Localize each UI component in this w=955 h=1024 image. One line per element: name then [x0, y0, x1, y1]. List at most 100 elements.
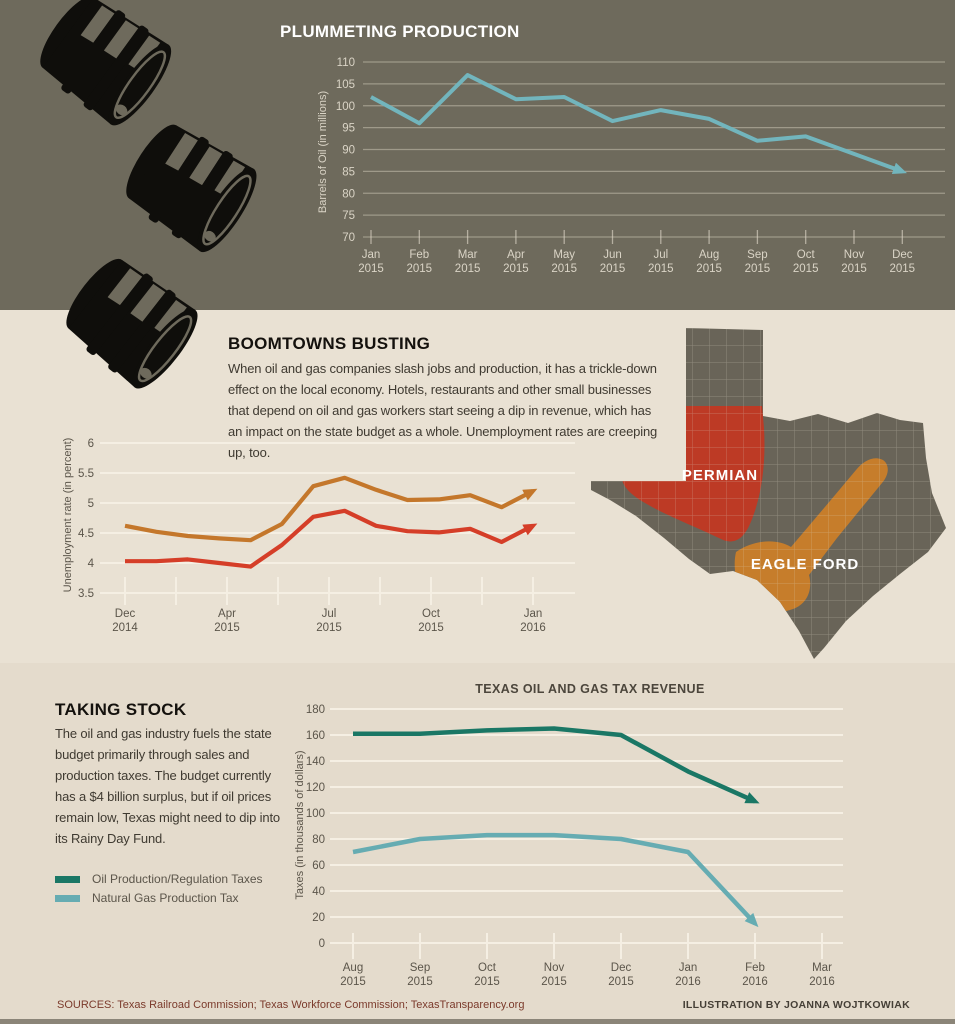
svg-text:Jan: Jan [679, 962, 698, 974]
svg-text:Oct: Oct [478, 962, 497, 974]
svg-text:2015: 2015 [418, 622, 444, 634]
svg-text:Oct: Oct [422, 608, 441, 620]
svg-text:Dec: Dec [115, 608, 136, 620]
footer-credit: ILLUSTRATION BY JOANNA WOJTKOWIAK [682, 999, 910, 1011]
svg-text:Sep: Sep [410, 962, 430, 974]
svg-text:2015: 2015 [745, 263, 771, 275]
section-taking-stock [0, 663, 955, 1024]
svg-text:20: 20 [312, 912, 325, 924]
svg-text:Jul: Jul [322, 608, 337, 620]
svg-text:Mar: Mar [812, 962, 832, 974]
svg-text:4.5: 4.5 [78, 528, 94, 540]
svg-text:2016: 2016 [675, 976, 701, 988]
svg-text:90: 90 [342, 145, 355, 157]
boomtowns-paragraph: When oil and gas companies slash jobs an… [228, 361, 658, 461]
svg-text:Jan: Jan [362, 249, 381, 261]
svg-text:2015: 2015 [316, 622, 342, 634]
svg-text:105: 105 [336, 79, 355, 91]
svg-text:0: 0 [319, 938, 325, 950]
eagle-ford-label: EAGLE FORD [751, 556, 859, 573]
svg-text:2015: 2015 [214, 622, 240, 634]
svg-text:Nov: Nov [844, 249, 865, 261]
svg-text:2015: 2015 [407, 976, 433, 988]
svg-text:180: 180 [306, 704, 325, 716]
svg-text:Dec: Dec [611, 962, 632, 974]
svg-text:110: 110 [337, 57, 355, 69]
tax-chart-legend: Oil Production/Regulation Taxes Natural G… [55, 872, 263, 910]
svg-text:5: 5 [88, 498, 94, 510]
legend-item: Natural Gas Production Tax [55, 891, 263, 905]
svg-text:2015: 2015 [648, 263, 674, 275]
svg-text:Mar: Mar [458, 249, 478, 261]
svg-text:85: 85 [342, 166, 355, 178]
svg-text:80: 80 [342, 188, 355, 200]
legend-label: Natural Gas Production Tax [92, 891, 239, 905]
svg-text:Apr: Apr [507, 249, 525, 261]
svg-text:40: 40 [312, 886, 325, 898]
svg-text:2015: 2015 [358, 263, 384, 275]
unemployment-line-chart: 6 5.5 5 4.5 4 3.5 Dec 2014 Apr 2015 Jul 2015 Oct 2015… [78, 438, 575, 634]
svg-text:2016: 2016 [809, 976, 835, 988]
svg-text:2016: 2016 [742, 976, 768, 988]
texas-shale-map: PERMIAN EAGLE FORD [591, 328, 946, 659]
permian-label: PERMIAN [682, 467, 758, 484]
svg-text:2015: 2015 [340, 976, 366, 988]
svg-text:Sep: Sep [747, 249, 767, 261]
svg-text:Feb: Feb [745, 962, 765, 974]
svg-text:Dec: Dec [892, 249, 913, 261]
svg-text:2015: 2015 [503, 263, 529, 275]
tax-chart-title: TEXAS OIL AND GAS TAX REVENUE [475, 682, 705, 696]
svg-text:95: 95 [342, 123, 355, 135]
legend-label: Oil Production/Regulation Taxes [92, 872, 263, 886]
svg-text:Oct: Oct [797, 249, 816, 261]
boomtowns-title: BOOMTOWNS BUSTING [228, 334, 431, 353]
svg-text:120: 120 [306, 782, 325, 794]
bottom-strip [0, 1019, 955, 1024]
production-line-chart: 110 105 100 95 90 85 80 75 70 Jan 2015 Feb 2015 Mar 20… [336, 57, 945, 275]
taking-stock-title: TAKING STOCK [55, 700, 187, 719]
svg-text:Nov: Nov [544, 962, 565, 974]
legend-swatch [55, 894, 80, 902]
svg-text:100: 100 [306, 808, 325, 820]
svg-text:2015: 2015 [793, 263, 819, 275]
svg-text:Jan: Jan [524, 608, 543, 620]
page-title: PLUMMETING PRODUCTION [280, 22, 520, 41]
county-grid [591, 328, 946, 659]
taking-stock-paragraph: The oil and gas industry fuels the state… [55, 726, 281, 847]
svg-text:Aug: Aug [343, 962, 363, 974]
svg-text:70: 70 [342, 232, 355, 244]
svg-text:5.5: 5.5 [78, 468, 94, 480]
svg-text:Aug: Aug [699, 249, 719, 261]
svg-text:Apr: Apr [218, 608, 236, 620]
svg-text:2015: 2015 [407, 263, 433, 275]
svg-text:2016: 2016 [520, 622, 546, 634]
svg-text:Feb: Feb [409, 249, 429, 261]
footer-sources: SOURCES: Texas Railroad Commission; Texa… [57, 999, 525, 1011]
svg-text:Jul: Jul [653, 249, 668, 261]
svg-text:May: May [553, 249, 575, 261]
svg-text:6: 6 [88, 438, 94, 450]
svg-text:2015: 2015 [608, 976, 634, 988]
svg-text:160: 160 [306, 730, 325, 742]
svg-text:2015: 2015 [890, 263, 916, 275]
legend-swatch [55, 875, 80, 883]
svg-text:3.5: 3.5 [78, 588, 94, 600]
svg-text:4: 4 [88, 558, 95, 570]
svg-text:2015: 2015 [696, 263, 722, 275]
svg-text:2015: 2015 [455, 263, 481, 275]
svg-text:2015: 2015 [551, 263, 577, 275]
svg-text:100: 100 [336, 101, 355, 113]
svg-text:2015: 2015 [841, 263, 867, 275]
svg-text:60: 60 [312, 860, 325, 872]
svg-text:2015: 2015 [600, 263, 626, 275]
legend-item: Oil Production/Regulation Taxes [55, 872, 263, 886]
svg-text:80: 80 [312, 834, 325, 846]
tax-revenue-line-chart: 180 160 140 120 100 80 60 40 20 0 Aug 2015 Sep 2015 Oc… [306, 704, 843, 988]
svg-text:140: 140 [306, 756, 325, 768]
svg-text:2015: 2015 [474, 976, 500, 988]
svg-text:Jun: Jun [603, 249, 622, 261]
svg-text:75: 75 [342, 210, 355, 222]
svg-text:2014: 2014 [112, 622, 138, 634]
svg-text:2015: 2015 [541, 976, 567, 988]
